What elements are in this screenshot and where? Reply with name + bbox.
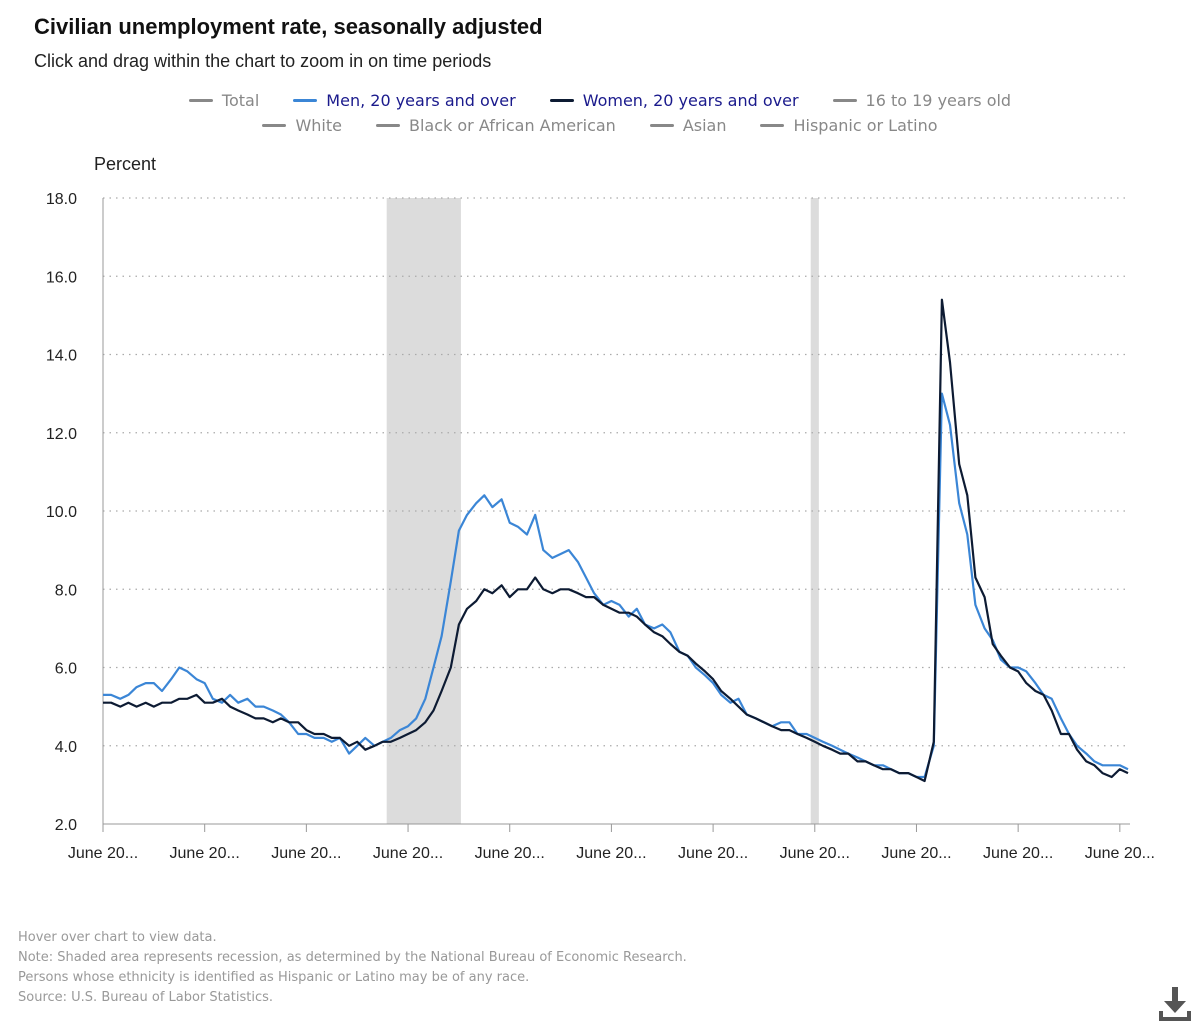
x-tick-label: June 20...	[373, 845, 443, 862]
chart-subtitle: Click and drag within the chart to zoom …	[34, 51, 492, 71]
legend-label-women: Women, 20 years and over	[582, 91, 799, 110]
chart-title: Civilian unemployment rate, seasonally a…	[34, 14, 543, 39]
legend-item-total[interactable]: Total	[188, 91, 260, 110]
footnote-hover: Hover over chart to view data.	[18, 930, 217, 945]
legend-label-16-19: 16 to 19 years old	[865, 91, 1012, 110]
legend-swatch-women	[549, 99, 574, 102]
legend-swatch-total	[188, 99, 213, 102]
x-tick-label: June 20...	[1085, 845, 1155, 862]
y-tick-label: 6.0	[55, 661, 77, 678]
legend-item-white[interactable]: White	[262, 116, 342, 135]
y-tick-label: 14.0	[46, 348, 77, 365]
legend-swatch-asian	[649, 124, 674, 127]
download-icon[interactable]	[1157, 985, 1193, 1023]
recession-band	[386, 198, 461, 824]
legend-swatch-white	[262, 124, 287, 127]
y-tick-label: 2.0	[55, 817, 77, 834]
legend-row-1: Total Men, 20 years and over Women, 20 y…	[0, 91, 1200, 110]
legend-label-total: Total	[221, 91, 260, 110]
y-tick-label: 16.0	[46, 269, 77, 286]
y-tick-label: 8.0	[55, 582, 77, 599]
footnote-hispanic: Persons whose ethnicity is identified as…	[18, 970, 530, 985]
x-tick-label: June 20...	[68, 845, 138, 862]
legend-swatch-16-19	[832, 99, 857, 102]
x-tick-label: June 20...	[881, 845, 951, 862]
legend-row-2: White Black or African American Asian Hi…	[0, 116, 1200, 135]
series-line-men	[103, 392, 1129, 779]
legend-label-asian: Asian	[682, 116, 727, 135]
footnote-recession: Note: Shaded area represents recession, …	[18, 950, 687, 965]
recession-band	[810, 198, 819, 824]
legend-label-hispanic: Hispanic or Latino	[793, 116, 938, 135]
y-tick-label: 12.0	[46, 426, 77, 443]
y-tick-label: 18.0	[46, 191, 77, 208]
legend-item-asian[interactable]: Asian	[649, 116, 727, 135]
x-tick-label: June 20...	[271, 845, 341, 862]
legend-item-black[interactable]: Black or African American	[375, 116, 616, 135]
legend-item-men[interactable]: Men, 20 years and over	[293, 91, 516, 110]
legend-swatch-hispanic	[760, 124, 785, 127]
legend-item-16-19[interactable]: 16 to 19 years old	[832, 91, 1012, 110]
series-line-women	[103, 298, 1129, 783]
footnote-source: Source: U.S. Bureau of Labor Statistics.	[18, 990, 273, 1005]
line-chart[interactable]: 2.0 4.0 6.0 8.0 10.0 12.0 14.0 16.0 18.0 June 20.…	[0, 180, 1200, 880]
legend-label-men: Men, 20 years and over	[326, 91, 516, 110]
x-tick-label: June 20...	[170, 845, 240, 862]
legend-item-women[interactable]: Women, 20 years and over	[549, 91, 799, 110]
footnotes: Hover over chart to view data. Note: Sha…	[18, 928, 687, 1008]
x-tick-label: June 20...	[576, 845, 646, 862]
x-tick-label: June 20...	[780, 845, 850, 862]
y-axis-title: Percent	[94, 154, 157, 174]
legend-item-hispanic[interactable]: Hispanic or Latino	[760, 116, 938, 135]
legend-label-black: Black or African American	[408, 116, 616, 135]
legend-swatch-black	[375, 124, 400, 127]
x-tick-label: June 20...	[475, 845, 545, 862]
x-tick-label: June 20...	[983, 845, 1053, 862]
legend-label-white: White	[295, 116, 342, 135]
y-tick-label: 10.0	[46, 504, 77, 521]
legend-swatch-men	[293, 99, 318, 102]
x-tick-label: June 20...	[678, 845, 748, 862]
y-tick-label: 4.0	[55, 739, 77, 756]
